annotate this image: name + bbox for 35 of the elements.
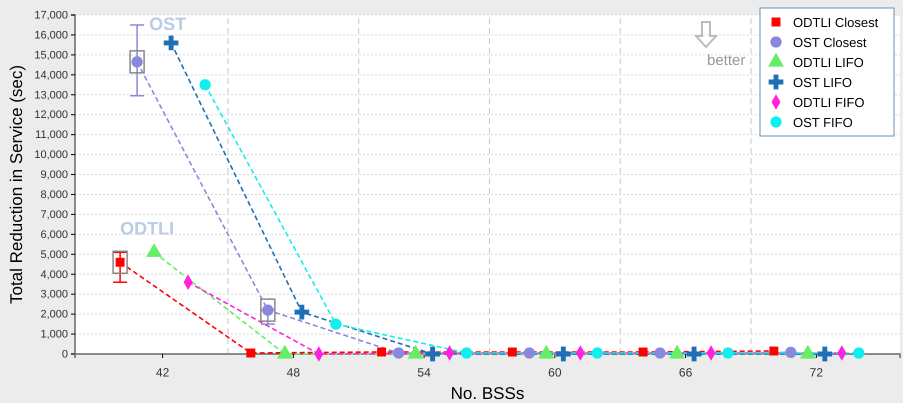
x-tick-label: 60 — [548, 366, 562, 380]
y-tick-label: 4,000 — [40, 268, 68, 281]
legend-label: OST FIFO — [793, 115, 853, 130]
y-tick-label: 15,000 — [34, 49, 68, 62]
annotation: OST — [149, 14, 186, 34]
x-tick-label: 48 — [286, 366, 300, 380]
legend-label: ODTLI Closest — [793, 15, 879, 30]
y-tick-label: 5,000 — [40, 248, 68, 261]
x-tick-label: 54 — [417, 366, 432, 380]
y-tick-label: 13,000 — [34, 89, 68, 102]
x-tick-label: 42 — [156, 366, 170, 380]
y-tick-label: 7,000 — [40, 208, 68, 221]
legend-label: OST LIFO — [793, 75, 852, 90]
y-tick-label: 16,000 — [34, 29, 68, 42]
y-tick-label: 11,000 — [35, 129, 68, 142]
y-tick-label: 6,000 — [40, 228, 68, 241]
x-tick-label: 66 — [678, 366, 693, 380]
y-tick-label: 12,000 — [34, 109, 68, 122]
y-tick-label: 14,000 — [34, 69, 68, 82]
y-tick-label: 9,000 — [40, 169, 68, 182]
legend-label: ODTLI LIFO — [793, 55, 864, 70]
annotation: better — [707, 52, 746, 69]
y-tick-label: 3,000 — [40, 288, 68, 301]
y-tick-label: 1,000 — [40, 328, 68, 341]
legend-label: OST Closest — [793, 35, 867, 50]
y-tick-label: 10,000 — [34, 149, 68, 162]
legend-label: ODTLI FIFO — [793, 95, 864, 110]
y-tick-label: 0 — [62, 348, 68, 361]
x-tick-label: 72 — [810, 366, 824, 380]
x-axis-title: No. BSSs — [450, 384, 524, 403]
y-tick-label: 2,000 — [40, 308, 68, 321]
y-axis-title: Total Reduction in Service (sec) — [7, 64, 26, 304]
annotation: ODTLI — [120, 218, 174, 238]
y-tick-label: 17,000 — [34, 10, 68, 22]
y-tick-label: 8,000 — [40, 188, 68, 201]
